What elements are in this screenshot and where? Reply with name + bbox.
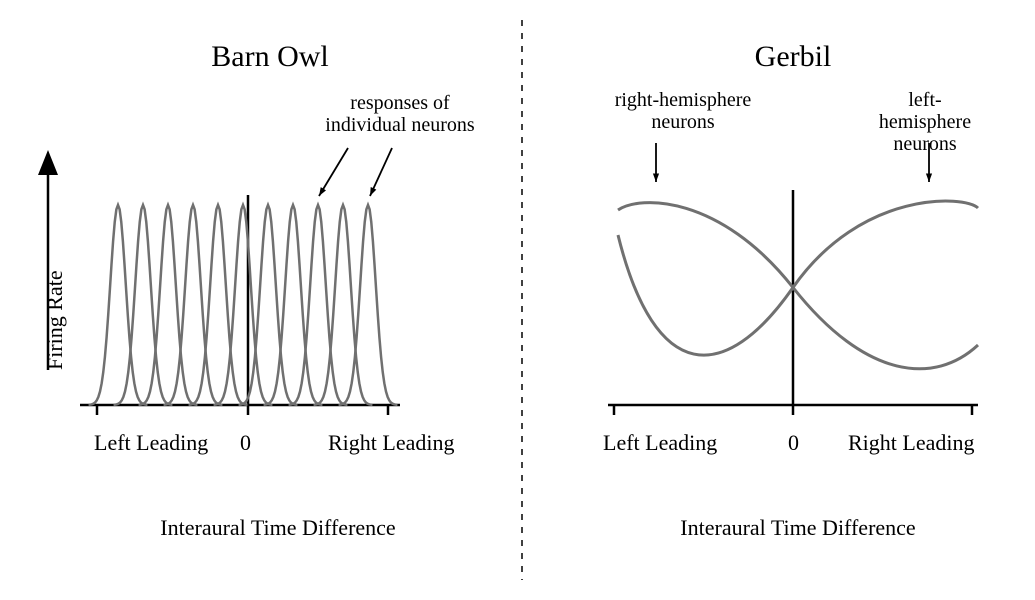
- figure-container: Barn Owl responses of individual neurons…: [0, 0, 1035, 600]
- right-x-axis-label: Interaural Time Difference: [680, 515, 915, 541]
- right-xtick-center: 0: [788, 430, 799, 456]
- right-xtick-right: Right Leading: [848, 430, 974, 456]
- right-xtick-left: Left Leading: [603, 430, 717, 456]
- right-annotation-arrows: [0, 0, 1035, 600]
